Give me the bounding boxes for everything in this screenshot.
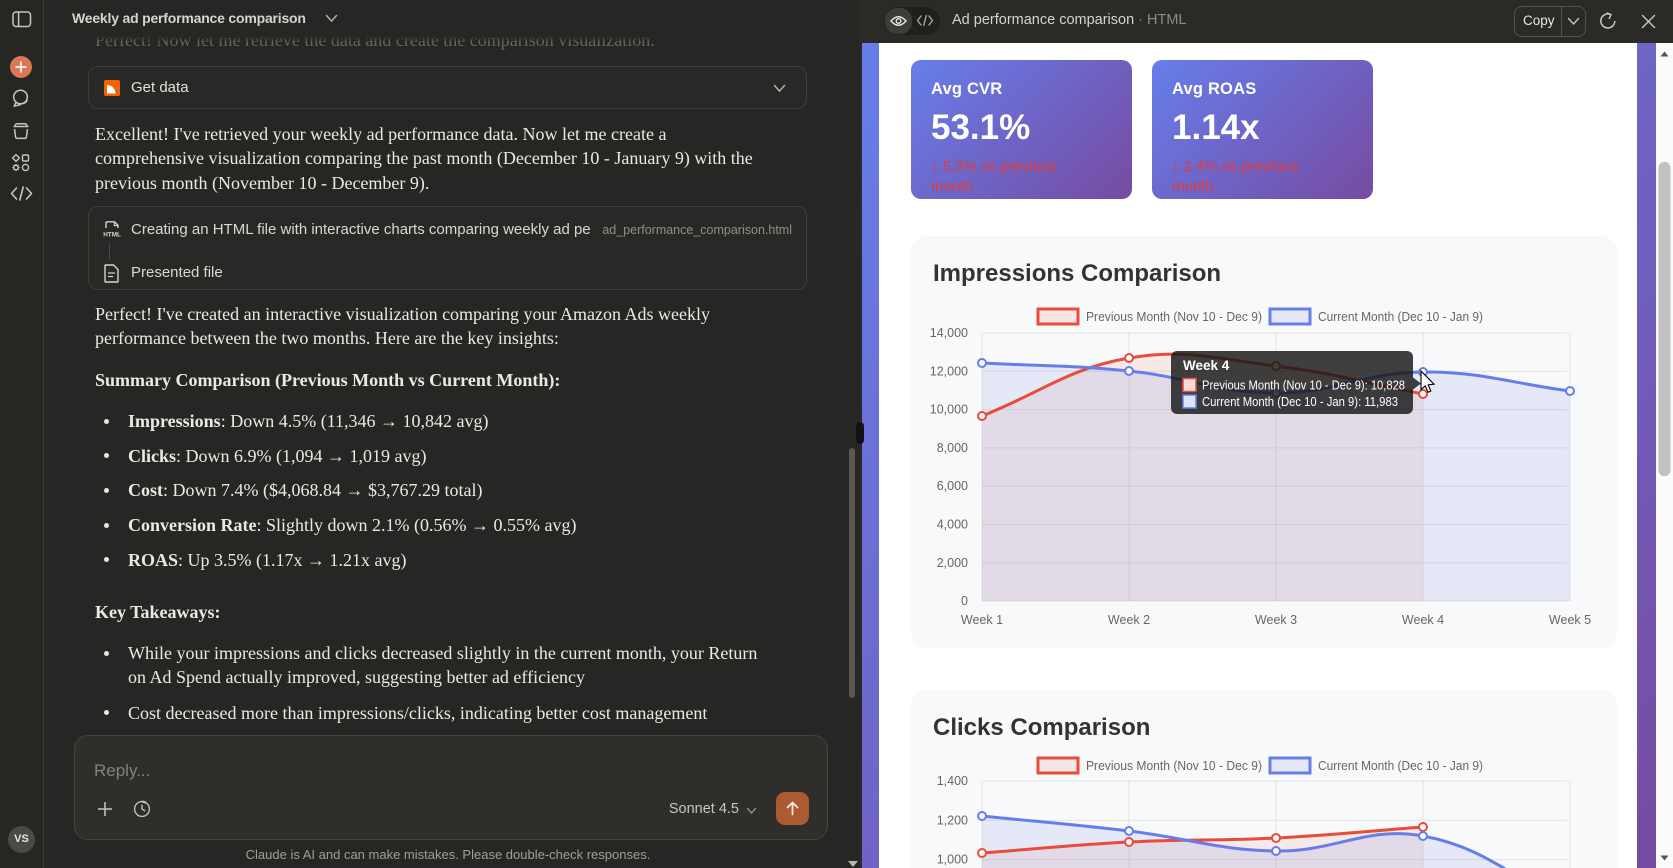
svg-text:6,000: 6,000 [937, 479, 968, 493]
svg-text:8,000: 8,000 [937, 441, 968, 455]
svg-text:10,000: 10,000 [930, 403, 968, 417]
svg-text:Week 5: Week 5 [1549, 613, 1591, 627]
svg-text:Week 4: Week 4 [1402, 613, 1444, 627]
svg-text:HTML: HTML [103, 232, 121, 239]
svg-text:Current Month (Dec 10 - Jan 9): Current Month (Dec 10 - Jan 9) [1318, 309, 1483, 324]
svg-text:Previous Month (Nov 10 - Dec 9: Previous Month (Nov 10 - Dec 9) [1086, 309, 1262, 324]
svg-text:1,000: 1,000 [937, 853, 968, 867]
svg-text:Current Month (Dec 10 - Jan 9): Current Month (Dec 10 - Jan 9): 11,983 [1202, 394, 1398, 409]
svg-text:1,200: 1,200 [937, 813, 968, 827]
svg-text:12,000: 12,000 [930, 364, 968, 378]
svg-text:14,000: 14,000 [930, 326, 968, 340]
svg-text:Week 4: Week 4 [1183, 358, 1230, 373]
svg-text:2,000: 2,000 [937, 556, 968, 570]
svg-text:1,400: 1,400 [937, 774, 968, 788]
svg-text:0: 0 [961, 594, 968, 608]
svg-text:Previous Month (Nov 10 - Dec 9: Previous Month (Nov 10 - Dec 9): 10,828 [1202, 378, 1405, 393]
svg-text:Week 2: Week 2 [1108, 613, 1150, 627]
svg-text:4,000: 4,000 [937, 518, 968, 532]
svg-text:Week 1: Week 1 [961, 613, 1003, 627]
svg-text:Previous Month (Nov 10 - Dec 9: Previous Month (Nov 10 - Dec 9) [1086, 758, 1262, 773]
svg-text:Week 3: Week 3 [1255, 613, 1297, 627]
svg-text:Current Month (Dec 10 - Jan 9): Current Month (Dec 10 - Jan 9) [1318, 758, 1483, 773]
